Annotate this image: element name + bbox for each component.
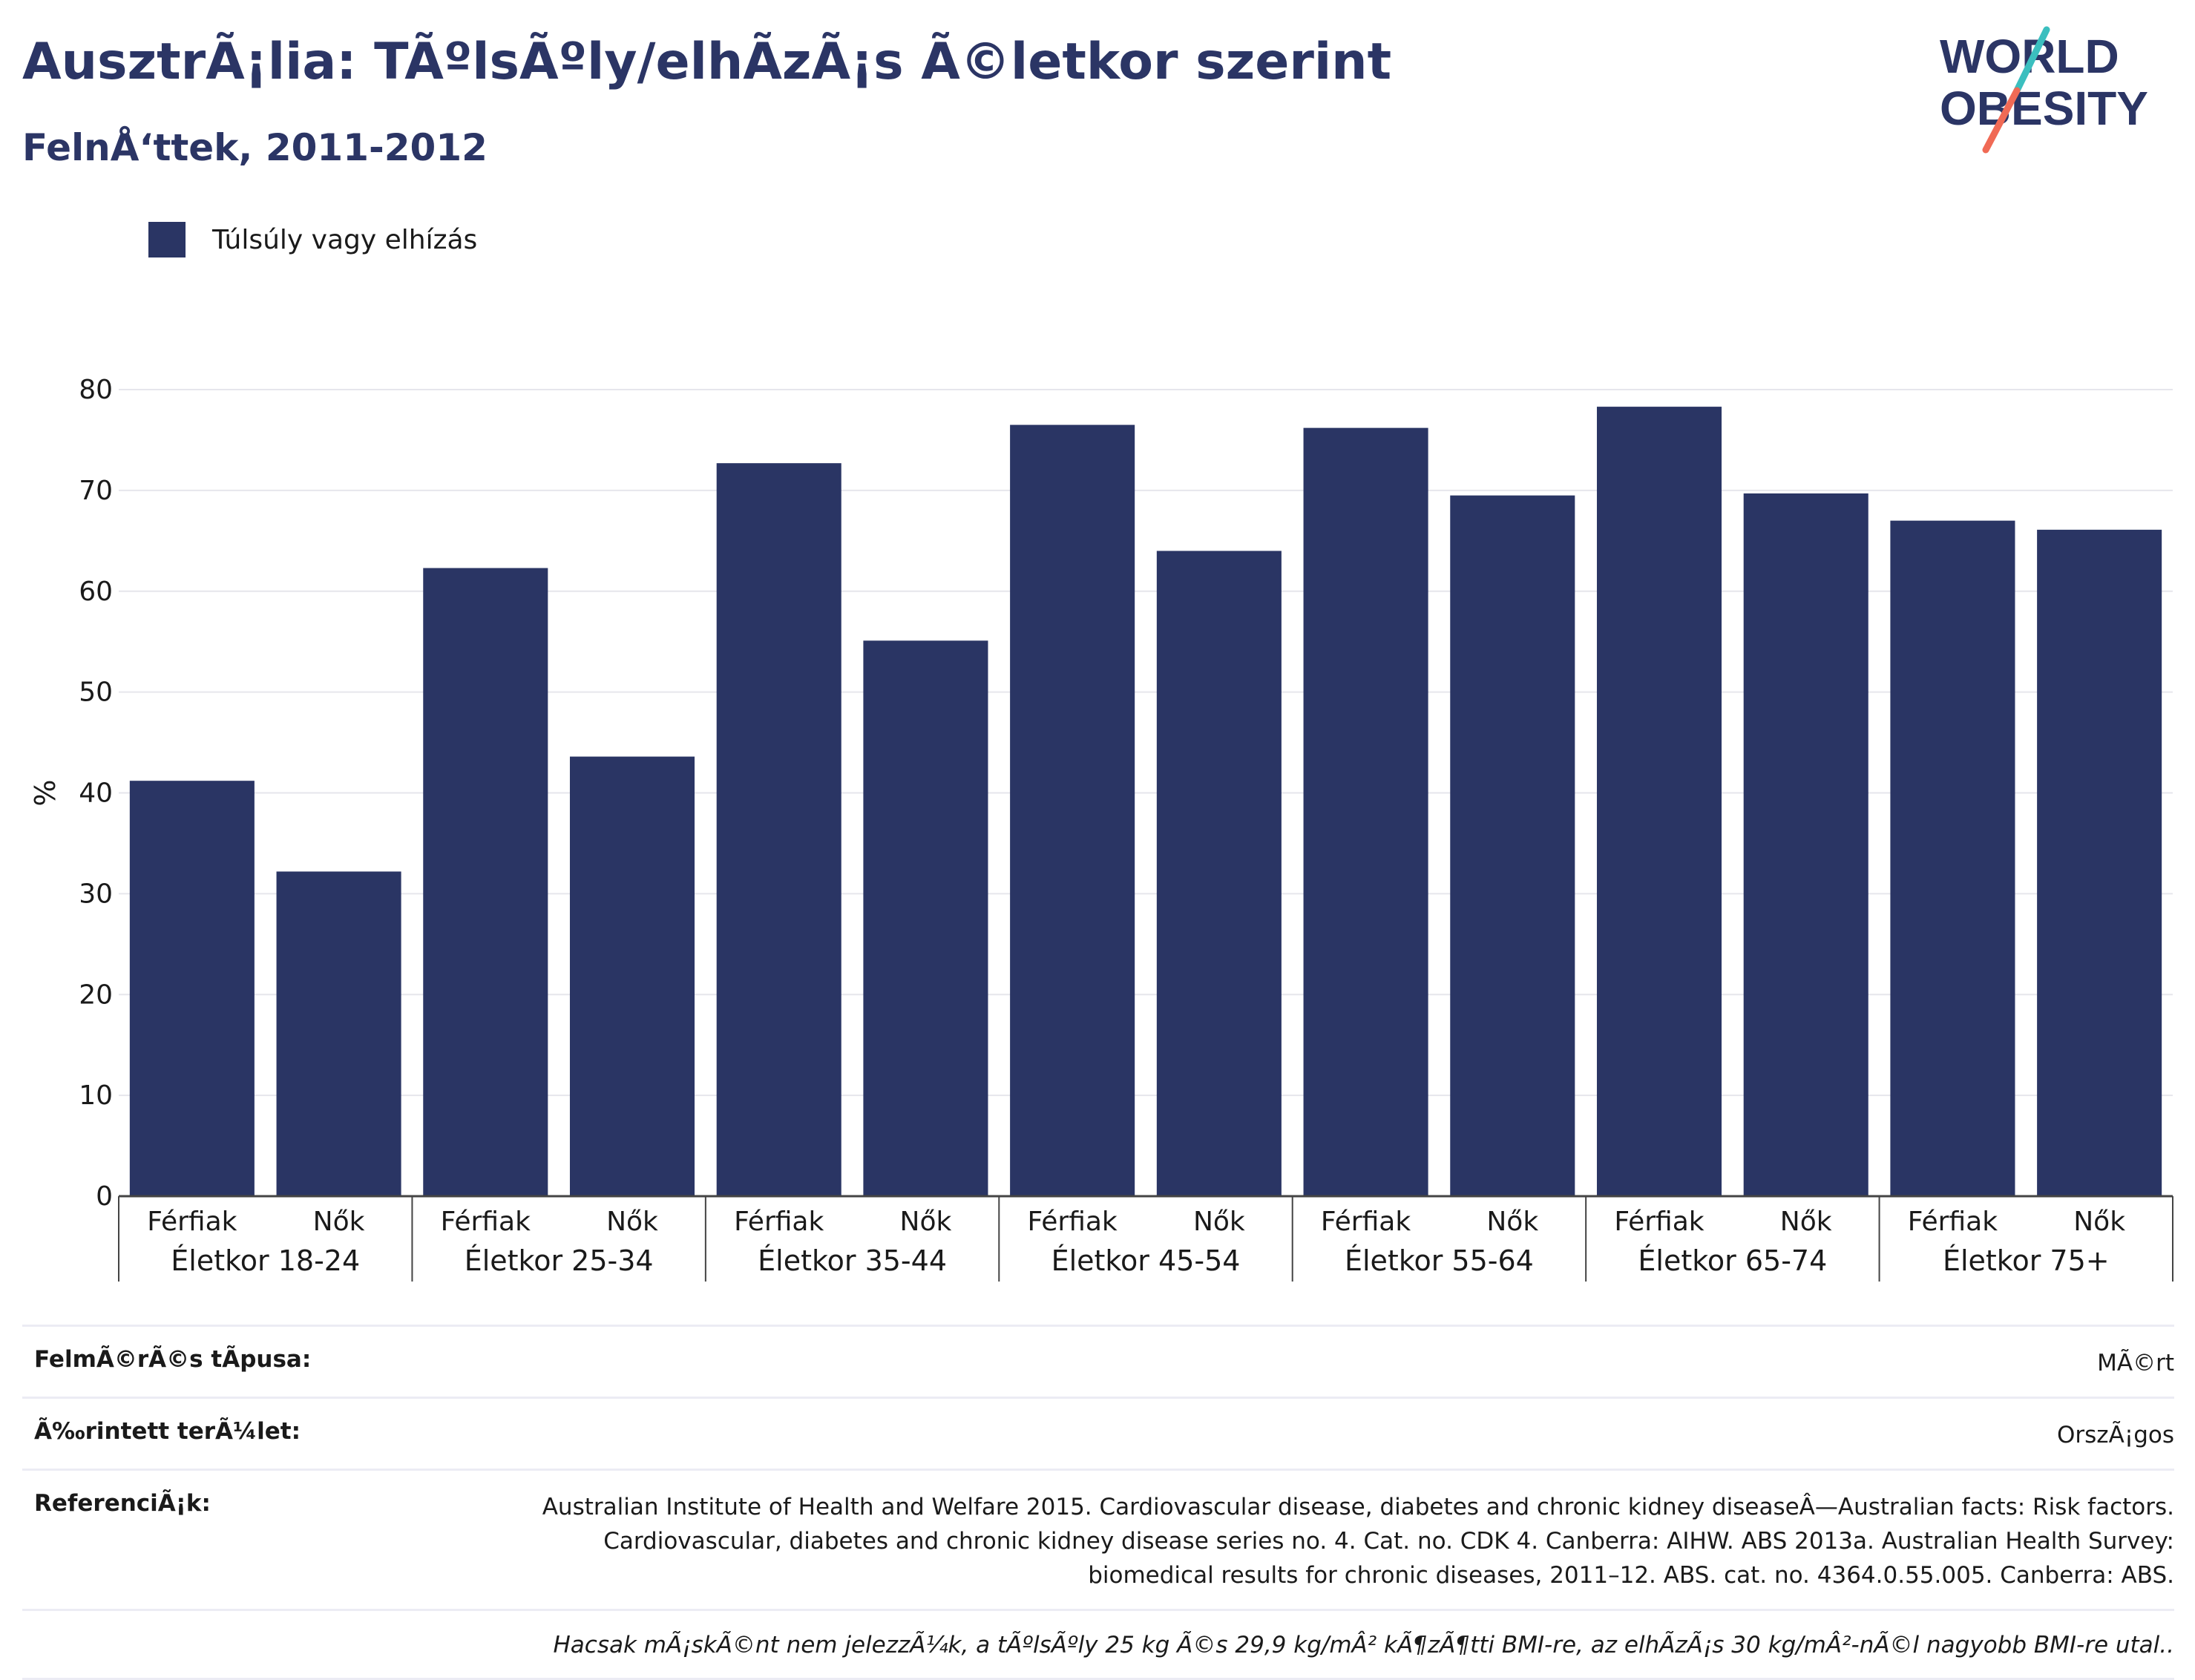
x-subcategory-label: Nők — [1193, 1207, 1245, 1237]
y-tick-label: 20 — [79, 980, 113, 1010]
x-subcategory-label: Nők — [900, 1207, 952, 1237]
x-subcategory-label: Férfiak — [441, 1207, 531, 1237]
footer-value: MÃ©rt — [2097, 1350, 2174, 1377]
legend-label: Túlsúly vagy elhízás — [212, 224, 478, 255]
footer-label: Ã‰rintett terÃ¼let: — [34, 1418, 301, 1445]
bar — [129, 781, 255, 1196]
y-tick-label: 60 — [79, 577, 113, 607]
x-group-label: Életkor 65-74 — [1638, 1244, 1827, 1277]
bar — [1303, 427, 1428, 1196]
y-tick-label: 80 — [79, 375, 113, 405]
world-obesity-logo: WORLD OBESITY — [1940, 26, 2148, 154]
footer-row-survey-type: FelmÃ©rÃ©s tÃpusa: MÃ©rt — [22, 1325, 2174, 1397]
bar — [1010, 424, 1135, 1196]
footer-table: FelmÃ©rÃ©s tÃpusa: MÃ©rt Ã‰rintett terÃ¼… — [22, 1325, 2174, 1680]
y-tick-label: 40 — [79, 778, 113, 809]
y-axis-title: % — [29, 779, 62, 806]
footer-note: Hacsak mÃ¡skÃ©nt nem jelezzÃ¼k, a tÃºlsÃ… — [22, 1609, 2174, 1680]
x-subcategory-label: Nők — [313, 1207, 365, 1237]
y-tick-label: 70 — [79, 476, 113, 506]
footer-row-references: ReferenciÃ¡k: Australian Institute of He… — [22, 1469, 2174, 1609]
bar — [1596, 407, 1722, 1196]
bar — [423, 568, 548, 1196]
bar — [276, 871, 401, 1196]
x-subcategory-label: Férfiak — [1028, 1207, 1118, 1237]
x-group-label: Életkor 45-54 — [1051, 1244, 1241, 1277]
y-tick-label: 30 — [79, 879, 113, 909]
footer-value: OrszÃ¡gos — [2057, 1422, 2174, 1448]
x-subcategory-label: Nők — [1486, 1207, 1538, 1237]
bar-chart: 0 10 20 30 40 50 60 70 80% Férfiak Nők Életkor 18-2… — [29, 375, 2173, 1282]
x-group-label: Életkor 55-64 — [1345, 1244, 1534, 1277]
x-group-label: Életkor 18-24 — [171, 1244, 360, 1277]
x-subcategory-label: Férfiak — [1321, 1207, 1411, 1237]
bar — [716, 463, 841, 1196]
x-subcategory-label: Nők — [1780, 1207, 1832, 1237]
bar — [1743, 493, 1868, 1196]
bar — [1156, 551, 1282, 1196]
x-subcategory-label: Férfiak — [147, 1207, 237, 1237]
chart-subtitle: FelnÅ‘ttek, 2011-2012 — [22, 126, 488, 169]
logo-slash-teal — [2013, 26, 2050, 94]
x-subcategory-label: Férfiak — [734, 1207, 824, 1237]
footer-row-area: Ã‰rintett terÃ¼let: OrszÃ¡gos — [22, 1397, 2174, 1469]
y-tick-label: 0 — [96, 1181, 113, 1212]
y-tick-label: 10 — [79, 1080, 113, 1111]
logo-line1: WORLD — [1940, 30, 2119, 83]
logo-line2: OBESITY — [1940, 82, 2148, 135]
legend: Túlsúly vagy elhízás — [148, 220, 477, 260]
x-group-label: Életkor 35-44 — [758, 1244, 947, 1277]
x-subcategory-label: Férfiak — [1908, 1207, 1998, 1237]
bar — [1450, 495, 1575, 1196]
legend-swatch — [148, 222, 186, 257]
footer-value: Australian Institute of Health and Welfa… — [542, 1494, 2174, 1589]
footer-label: FelmÃ©rÃ©s tÃpusa: — [34, 1346, 312, 1373]
chart-title: AusztrÃ¡lia: TÃºlsÃºly/elhÃ­zÃ¡s Ã©letko… — [22, 33, 1392, 91]
bar — [569, 756, 695, 1196]
x-subcategory-label: Nők — [606, 1207, 658, 1237]
x-group-label: Életkor 25-34 — [465, 1244, 654, 1277]
bar — [1890, 520, 2015, 1196]
x-subcategory-label: Nők — [2073, 1207, 2125, 1237]
bar — [863, 640, 988, 1196]
bar — [2037, 529, 2162, 1196]
y-tick-label: 50 — [79, 677, 113, 708]
logo-slash-red — [1982, 87, 2021, 154]
x-subcategory-label: Férfiak — [1614, 1207, 1704, 1237]
x-group-label: Életkor 75+ — [1943, 1244, 2110, 1277]
footer-label: ReferenciÃ¡k: — [34, 1490, 211, 1517]
